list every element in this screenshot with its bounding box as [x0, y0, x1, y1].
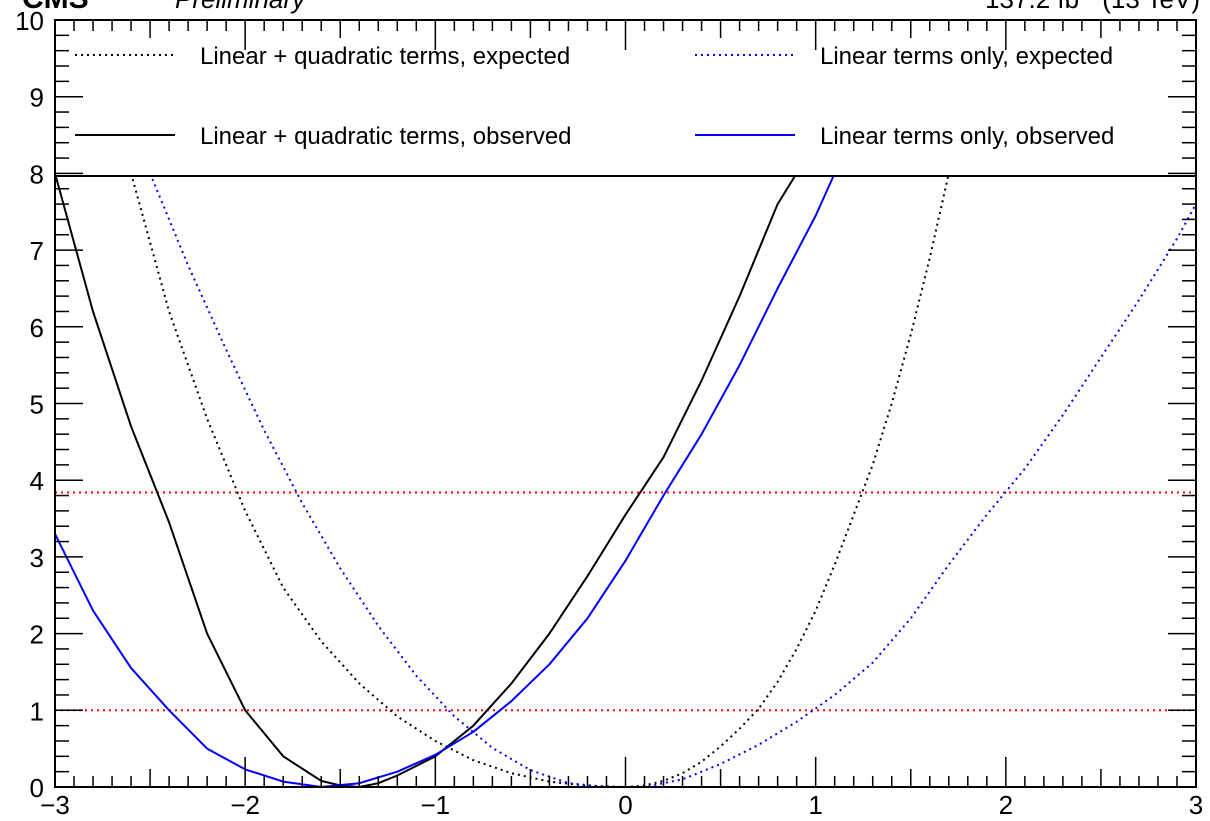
y-tick-label: 6 [30, 313, 44, 343]
legend-label-2: Linear + quadratic terms, observed [200, 123, 572, 150]
x-tick-label: −1 [421, 790, 451, 820]
axis-ticks [54, 19, 1197, 788]
x-tick-label: 3 [1189, 790, 1203, 820]
series-line-2 [55, 172, 798, 787]
y-tick-label: 9 [30, 83, 44, 113]
series-group [55, 172, 1196, 787]
series-line-1 [149, 173, 1196, 787]
y-tick-label: 5 [30, 390, 44, 420]
y-tick-label: 7 [30, 236, 44, 266]
luminosity-label: 137.2 fb-1 (13 TeV) [985, 0, 1200, 14]
y-tick-label: 2 [30, 620, 44, 650]
x-tick-label: 2 [999, 790, 1013, 820]
y-tick-label: 3 [30, 543, 44, 573]
y-tick-label: 8 [30, 159, 44, 189]
experiment-label: CMS [22, 0, 89, 15]
energy-value: (13 TeV) [1102, 0, 1200, 14]
status-label: Preliminary [175, 0, 307, 14]
y-tick-label: 0 [30, 773, 44, 803]
x-tick-label: 1 [808, 790, 822, 820]
legend-label-0: Linear + quadratic terms, expected [200, 43, 570, 70]
luminosity-exponent: -1 [1079, 0, 1094, 2]
x-tick-label: 0 [618, 790, 632, 820]
y-tick-label: 10 [15, 6, 44, 36]
legend-label-3: Linear terms only, observed [820, 123, 1114, 150]
legend: Linear + quadratic terms, expected Linear… [75, 43, 1114, 150]
series-line-0 [130, 173, 950, 787]
series-line-3 [55, 172, 836, 787]
luminosity-value: 137.2 fb [985, 0, 1079, 14]
x-tick-label: −2 [230, 790, 260, 820]
reference-lines [55, 491, 1196, 712]
y-tick-label: 1 [30, 696, 44, 726]
x-tick-label: −3 [40, 790, 70, 820]
axis-tick-labels: −3 −2 −1 0 1 2 3 0 1 2 3 4 5 6 7 8 9 10 [15, 6, 1203, 820]
legend-label-1: Linear terms only, expected [820, 43, 1113, 70]
y-tick-label: 4 [30, 466, 44, 496]
